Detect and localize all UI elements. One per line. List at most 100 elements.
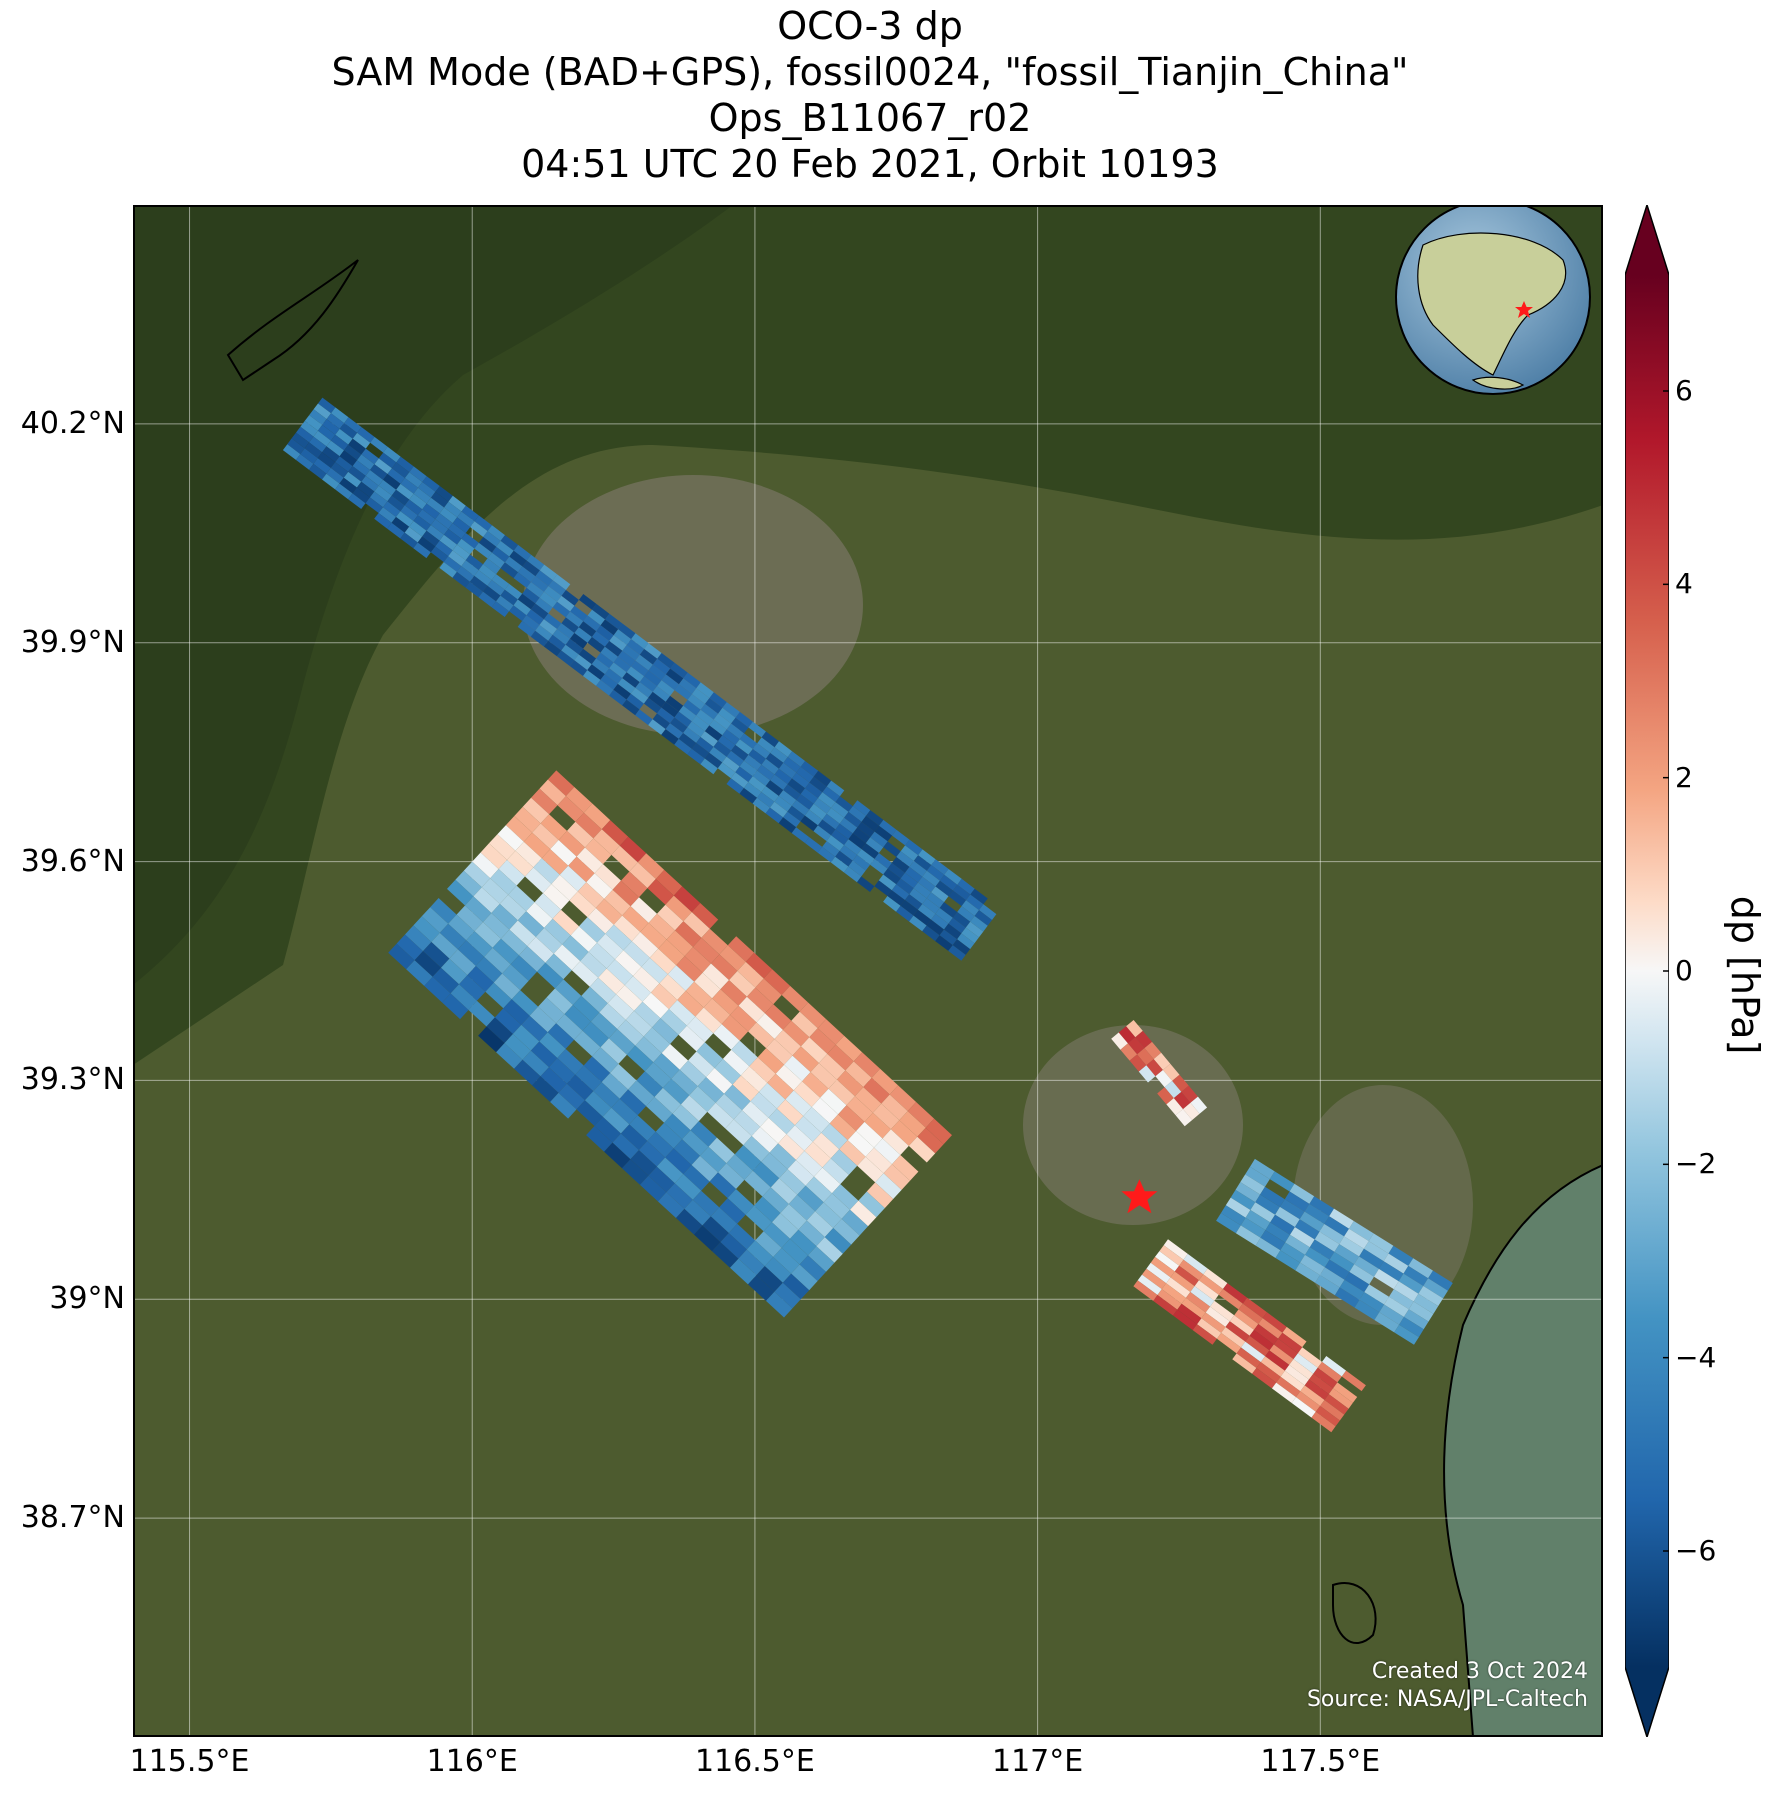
sounding-footprint bbox=[791, 1264, 818, 1291]
sounding-footprint bbox=[778, 1134, 805, 1160]
sounding-footprint bbox=[678, 705, 697, 722]
sounding-footprint bbox=[313, 403, 331, 420]
sounding-footprint bbox=[413, 515, 431, 531]
sounding-footprint bbox=[461, 533, 479, 549]
sounding-footprint bbox=[430, 546, 449, 563]
sounding-footprint bbox=[1269, 1344, 1294, 1365]
sounding-footprint bbox=[618, 623, 636, 640]
sounding-footprint bbox=[304, 442, 323, 459]
sounding-footprint bbox=[965, 921, 984, 938]
sounding-footprint bbox=[739, 760, 758, 777]
sounding-footprint bbox=[1245, 1166, 1270, 1187]
sounding-footprint bbox=[738, 1249, 765, 1276]
sounding-footprint bbox=[496, 540, 514, 557]
sounding-footprint bbox=[913, 882, 932, 899]
star-icon bbox=[1121, 1179, 1158, 1214]
sounding-footprint bbox=[626, 1045, 654, 1072]
sounding-footprint bbox=[1175, 1109, 1193, 1127]
sounding-footprint bbox=[665, 1148, 692, 1175]
sounding-footprint bbox=[571, 961, 599, 987]
colorbar-top-arrow bbox=[1625, 205, 1669, 275]
sounding-footprint bbox=[530, 1041, 558, 1068]
sounding-footprint bbox=[748, 1022, 775, 1049]
sounding-footprint bbox=[1333, 1382, 1358, 1403]
sounding-footprint bbox=[657, 653, 675, 669]
sounding-footprint bbox=[726, 778, 744, 794]
sounding-footprint bbox=[791, 827, 810, 843]
sounding-footprint bbox=[456, 905, 483, 932]
sounding-footprint bbox=[644, 670, 662, 687]
sounding-footprint bbox=[449, 949, 476, 976]
sounding-footprint bbox=[865, 1147, 892, 1174]
sounding-footprint bbox=[1280, 1370, 1305, 1392]
sounding-footprint bbox=[457, 511, 475, 528]
sounding-footprint bbox=[792, 1046, 819, 1073]
sounding-footprint bbox=[1118, 1026, 1136, 1044]
sounding-footprint bbox=[1265, 1350, 1290, 1371]
sounding-footprint bbox=[439, 923, 467, 950]
sounding-footprint bbox=[581, 986, 608, 1013]
sounding-footprint bbox=[658, 1192, 685, 1218]
sounding-footprint bbox=[631, 633, 649, 649]
sounding-footprint bbox=[721, 1014, 749, 1041]
sounding-footprint bbox=[493, 973, 521, 1000]
sounding-footprint bbox=[665, 695, 684, 712]
sounding-footprint bbox=[1260, 1356, 1285, 1377]
sounding-footprint bbox=[1319, 1224, 1345, 1245]
sounding-footprint bbox=[326, 440, 344, 457]
sounding-footprint bbox=[732, 1075, 759, 1102]
sounding-footprint bbox=[904, 894, 923, 910]
sounding-footprint bbox=[1374, 1312, 1400, 1333]
lon-tick-label: 117°E bbox=[992, 1744, 1084, 1779]
sounding-footprint bbox=[822, 841, 840, 857]
sounding-footprint bbox=[491, 546, 510, 563]
sounding-footprint bbox=[683, 912, 710, 938]
sounding-footprint bbox=[826, 780, 845, 797]
sounding-footprint bbox=[582, 1021, 609, 1048]
sounding-footprint bbox=[683, 672, 701, 689]
sounding-footprint bbox=[804, 809, 823, 826]
sounding-footprint bbox=[635, 709, 653, 726]
sounding-footprint bbox=[821, 1123, 848, 1150]
sounding-footprint bbox=[465, 554, 484, 571]
sounding-footprint bbox=[558, 1083, 585, 1110]
sounding-footprint bbox=[508, 885, 535, 912]
sounding-footprint bbox=[287, 438, 305, 455]
sounding-footprint bbox=[483, 913, 510, 939]
sounding-footprint bbox=[1311, 1411, 1336, 1433]
sounding-footprint bbox=[343, 471, 362, 488]
sounding-footprint bbox=[423, 942, 450, 968]
sounding-footprint bbox=[556, 650, 575, 667]
sounding-footprint bbox=[776, 1099, 804, 1126]
sounding-footprint bbox=[667, 965, 695, 991]
sounding-footprint bbox=[717, 762, 736, 779]
sounding-footprint bbox=[339, 477, 357, 494]
sounding-footprint bbox=[755, 978, 782, 1005]
sounding-footprint bbox=[591, 631, 610, 647]
sounding-footprint bbox=[497, 825, 524, 851]
sounding-footprint bbox=[774, 1029, 801, 1056]
sounding-footprint bbox=[530, 630, 549, 647]
sounding-footprint bbox=[504, 556, 523, 573]
sounding-footprint bbox=[848, 833, 866, 850]
sounding-footprint bbox=[748, 776, 766, 792]
mountain-highlight bbox=[133, 205, 733, 985]
lat-tick-label: 39.3°N bbox=[20, 1062, 125, 1098]
sounding-footprint bbox=[613, 683, 631, 700]
sounding-footprint bbox=[509, 605, 527, 621]
sounding-footprint bbox=[526, 609, 544, 625]
sounding-footprint bbox=[798, 1220, 825, 1247]
sounding-footprint bbox=[1153, 1295, 1178, 1316]
sounding-footprint bbox=[1324, 1216, 1349, 1237]
sounding-footprint bbox=[622, 1159, 649, 1185]
sounding-footprint bbox=[322, 446, 340, 463]
sounding-footprint bbox=[601, 1073, 629, 1099]
sounding-footprint bbox=[474, 922, 501, 948]
sounding-footprint bbox=[730, 772, 749, 788]
sounding-footprint bbox=[648, 691, 666, 708]
sounding-footprint bbox=[594, 1116, 621, 1143]
sounding-footprint bbox=[570, 633, 588, 649]
globe-land-south bbox=[1471, 376, 1525, 390]
sounding-footprint bbox=[383, 446, 401, 463]
sounding-footprint bbox=[1282, 1326, 1307, 1348]
